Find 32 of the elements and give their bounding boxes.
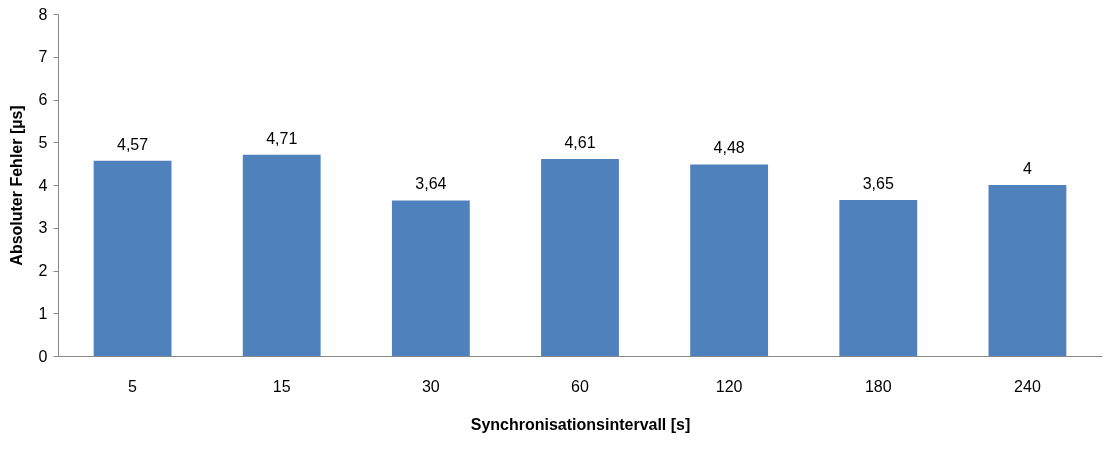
x-tick-label: 5 <box>128 377 138 395</box>
y-tick-label: 2 <box>38 262 48 279</box>
x-axis-title: Synchronisationsintervall [s] <box>470 415 691 433</box>
x-tick-label: 120 <box>715 377 743 395</box>
x-tick-label: 180 <box>864 377 892 395</box>
x-tick-label: 30 <box>421 377 440 395</box>
y-tick-label: 6 <box>38 91 48 108</box>
bar <box>690 164 769 356</box>
x-tick-label: 240 <box>1014 377 1041 395</box>
data-label: 4,48 <box>713 139 745 157</box>
y-tick-label: 8 <box>38 5 48 23</box>
bar <box>391 200 470 356</box>
bar <box>93 160 172 356</box>
bar <box>242 154 321 356</box>
y-tick-label: 4 <box>38 176 48 194</box>
y-axis-title: Absoluter Fehler [µs] <box>7 105 25 266</box>
y-tick-label: 1 <box>38 304 48 322</box>
x-tick-label: 15 <box>272 377 291 395</box>
data-label: 4 <box>1022 160 1032 177</box>
bar <box>839 199 918 356</box>
y-tick-label: 0 <box>38 347 48 365</box>
y-tick-label: 3 <box>38 219 48 237</box>
data-label: 4,61 <box>564 133 596 151</box>
data-label: 4,71 <box>266 129 298 147</box>
y-tick-label: 5 <box>38 133 48 151</box>
bar <box>541 158 619 356</box>
data-label: 3,65 <box>862 174 894 192</box>
x-tick-label: 60 <box>571 377 589 395</box>
y-tick-label: 7 <box>38 48 48 66</box>
data-label: 4,57 <box>117 135 149 153</box>
bar <box>988 185 1067 356</box>
data-label: 3,64 <box>415 175 447 193</box>
